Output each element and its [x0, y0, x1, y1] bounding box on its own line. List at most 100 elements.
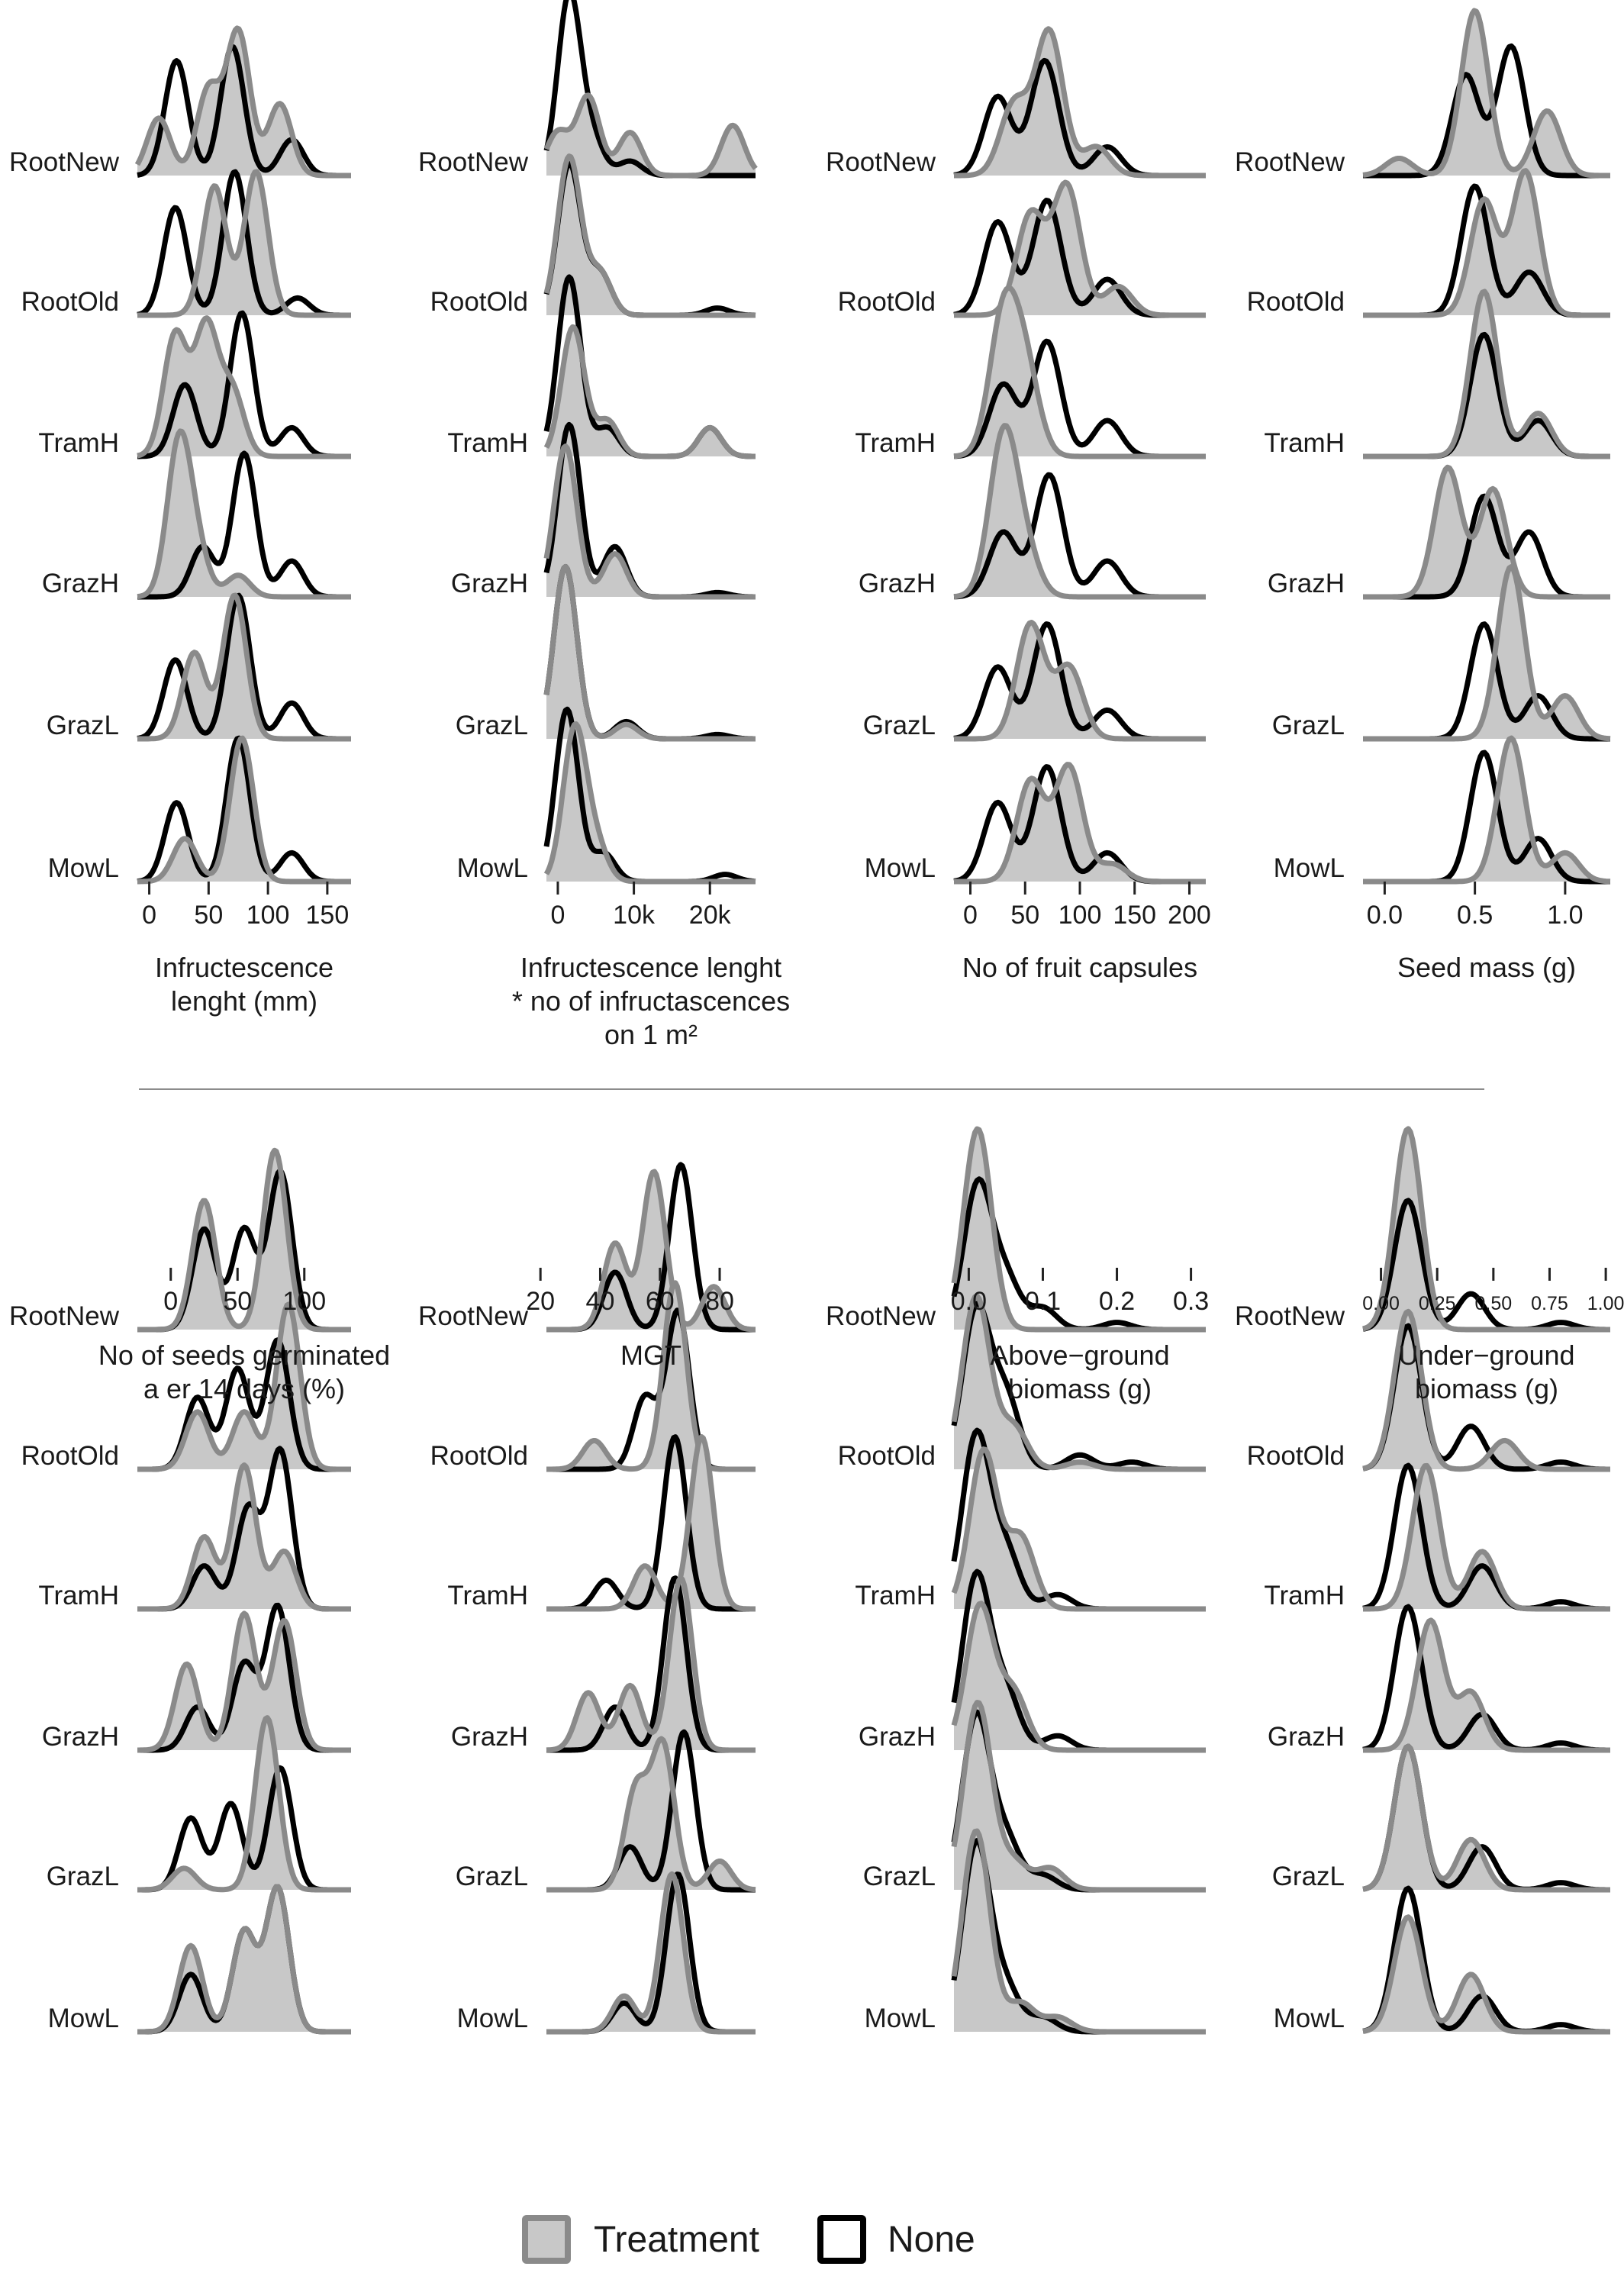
- treatment-line: [1362, 1743, 1611, 1893]
- treatment-line: [951, 1293, 1207, 1472]
- panel-1: RootNew RootOld TramH GrazH GrazL MowL 0 50 100 1…: [9, 25, 353, 1017]
- ridge-tramh: TramH: [38, 310, 353, 459]
- row-label: GrazH: [451, 1722, 528, 1752]
- treatment-area: [546, 95, 756, 176]
- treatment-line: [951, 1446, 1207, 1612]
- row-label: GrazH: [1268, 569, 1345, 598]
- treatment-area: [1363, 1917, 1610, 2032]
- row-label: GrazL: [47, 711, 119, 740]
- treatment-line: [543, 721, 757, 885]
- none-line: [1362, 1198, 1611, 1333]
- ridge-grazh: GrazH: [1268, 1604, 1611, 1753]
- row-label: TramH: [1264, 1581, 1345, 1610]
- row-label: MowL: [865, 2004, 936, 2033]
- ridge-tramh: TramH: [1264, 289, 1611, 459]
- x-axis-title: Infructescence lenght: [520, 952, 781, 983]
- treatment-area: [1363, 11, 1610, 176]
- row-label: GrazL: [863, 711, 936, 740]
- x-tick-label: 0.0: [1367, 901, 1403, 930]
- row-label: GrazH: [859, 1722, 936, 1752]
- row-label: RootNew: [418, 1301, 529, 1331]
- treatment-line: [951, 1126, 1207, 1333]
- treatment-area: [1363, 467, 1610, 597]
- row-label: GrazH: [42, 569, 119, 598]
- treatment-line: [136, 592, 353, 742]
- ridge-rootold: RootOld: [430, 153, 757, 318]
- treatment-line: [136, 1610, 353, 1753]
- panel-5: RootNew RootOld TramH GrazH GrazL MowL 0 50 100 N…: [9, 1147, 390, 2035]
- treatment-line: [1362, 735, 1611, 885]
- x-axis: 20 40 60 80: [526, 1268, 734, 1316]
- treatment-line: [953, 179, 1207, 318]
- ridge-mowl: MowL: [457, 1871, 757, 2035]
- ridge-rootold: RootOld: [1247, 168, 1611, 318]
- treatment-line: [543, 92, 758, 179]
- treatment-line: [1362, 464, 1611, 600]
- treatment-line: [545, 1169, 757, 1333]
- treatment-line: [1362, 1462, 1611, 1612]
- ridge-grazh: GrazH: [42, 1602, 353, 1753]
- treatment-area: [546, 1739, 756, 1890]
- ridge-rootold: RootOld: [838, 1293, 1207, 1472]
- legend-label-treatment: Treatment: [594, 2220, 759, 2260]
- treatment-line: [134, 25, 353, 179]
- row-label: GrazL: [456, 711, 528, 740]
- treatment-area: [954, 288, 1206, 456]
- row-label: RootOld: [1247, 287, 1345, 317]
- treatment-line: [543, 563, 757, 742]
- ridge-rootnew: RootNew: [1235, 1126, 1611, 1333]
- x-tick-label: 0.75: [1531, 1293, 1568, 1314]
- row-label: MowL: [457, 853, 528, 883]
- x-axis: 0 50 100 150 200: [963, 882, 1211, 930]
- x-axis-title: * no of infructascences: [512, 985, 790, 1017]
- x-tick-label: 40: [586, 1287, 615, 1316]
- treatment-line: [951, 1828, 1207, 2035]
- row-label: TramH: [447, 1581, 528, 1610]
- ridge-tramh: TramH: [855, 285, 1207, 459]
- x-tick-label: 150: [1113, 901, 1156, 930]
- row-label: RootOld: [21, 1441, 119, 1471]
- panel-4: RootNew RootOld TramH GrazH GrazL MowL 0.0 0.5 1…: [1235, 8, 1611, 983]
- treatment-line: [1362, 289, 1611, 459]
- ridge-mowl: MowL: [48, 1884, 353, 2035]
- ridge-rootold: RootOld: [21, 1301, 353, 1472]
- ridge-grazh: GrazH: [42, 428, 353, 600]
- x-tick-label: 0: [142, 901, 156, 930]
- ridge-rootold: RootOld: [21, 169, 353, 318]
- row-label: RootNew: [1235, 147, 1345, 177]
- ridge-grazl: GrazL: [1272, 564, 1611, 742]
- treatment-line: [136, 428, 353, 600]
- none-line: [543, 0, 757, 179]
- row-label: GrazL: [456, 1862, 528, 1891]
- treatment-line: [545, 1280, 757, 1472]
- x-axis-title: Above−ground: [990, 1340, 1169, 1371]
- treatment-line: [1362, 1126, 1611, 1333]
- x-axis: 0 50 100: [163, 1268, 326, 1316]
- ridge-mowl: MowL: [865, 1828, 1207, 2035]
- treatment-area: [954, 1831, 1206, 2032]
- row-label: MowL: [48, 853, 119, 883]
- treatment-line: [951, 1601, 1207, 1753]
- ridge-grazl: GrazL: [863, 620, 1207, 742]
- ridge-grazl: GrazL: [1272, 1743, 1611, 1893]
- treatment-area: [954, 182, 1206, 315]
- x-axis-title: Infructescence: [155, 952, 334, 983]
- none-line: [136, 44, 353, 179]
- treatment-line: [543, 153, 757, 318]
- x-tick-label: 150: [306, 901, 350, 930]
- x-tick-label: 1.0: [1547, 901, 1583, 930]
- treatment-area: [546, 327, 756, 456]
- ridge-mowl: MowL: [1274, 1885, 1611, 2035]
- ridge-rootold: RootOld: [838, 179, 1207, 318]
- treatment-area: [1363, 292, 1610, 456]
- ridge-tramh: TramH: [38, 1446, 353, 1612]
- treatment-line: [545, 1736, 757, 1893]
- treatment-area: [137, 1465, 351, 1609]
- x-tick-label: 0: [550, 901, 565, 930]
- treatment-line: [1362, 168, 1611, 318]
- treatment-line: [136, 169, 353, 318]
- ridge-tramh: TramH: [855, 1427, 1207, 1612]
- row-label: MowL: [1274, 853, 1345, 883]
- ridge-grazl: GrazL: [456, 563, 757, 742]
